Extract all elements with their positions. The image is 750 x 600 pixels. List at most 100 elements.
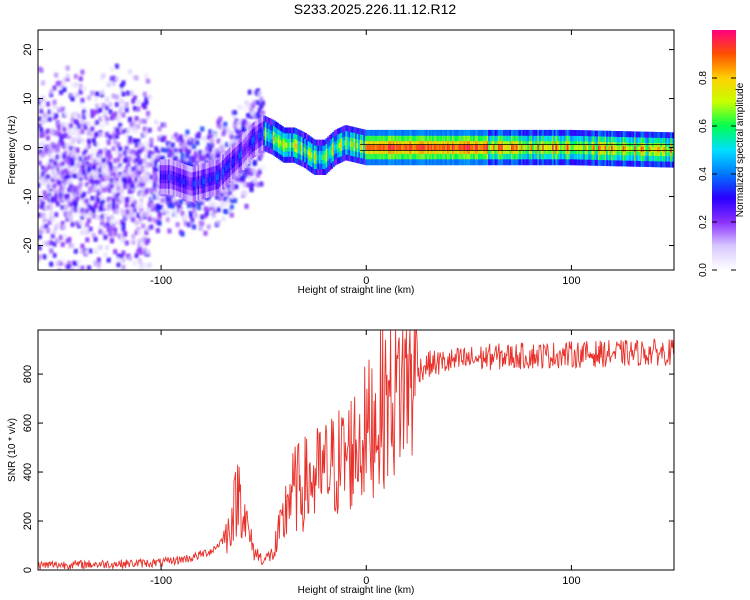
heatmap-cell [67,133,72,139]
heatmap-cell [420,144,424,151]
heatmap-cell [81,169,87,175]
heatmap-cell [91,208,97,214]
heatmap-cell [38,245,42,251]
heatmap-cell [565,144,568,151]
heatmap-cell [181,178,184,184]
heatmap-cell [101,73,106,79]
heatmap-cell [212,175,215,182]
heatmap-cell [111,202,116,208]
heatmap-cell [131,121,136,127]
heatmap-cell [497,144,501,151]
heatmap-cell [236,154,240,160]
heatmap-cell [178,148,183,154]
heatmap-cell [50,109,55,115]
heatmap-cell [190,155,195,161]
heatmap-cells [38,63,674,289]
heatmap-cell [561,144,565,151]
heatmap-cell [249,185,254,191]
heatmap-cell [68,145,74,151]
heatmap-cell [383,144,386,151]
heatmap-cell [410,144,414,151]
heatmap-cell [529,144,532,151]
heatmap-cell [606,145,609,152]
heatmap-cell [83,124,88,130]
heatmap-cell [170,203,175,209]
heatmap-cell [40,95,46,101]
heatmap-cell [116,128,121,134]
heatmap-cell [49,155,54,161]
heatmap-cell [164,174,168,180]
heatmap-cell [113,114,118,120]
heatmap-cell [108,154,113,160]
heatmap-cell [159,174,163,180]
heatmap-cell [338,142,342,149]
y-tick-label: 0 [22,144,34,150]
heatmap-cell [104,105,110,111]
heatmap-cell [147,207,152,213]
heatmap-cell [131,217,136,223]
heatmap-cell [108,102,113,108]
heatmap-cell [155,207,161,213]
heatmap-cell [169,174,173,180]
heatmap-cell [98,229,103,235]
heatmap-cell [65,170,70,176]
heatmap-cell [38,155,41,161]
heatmap-cell [232,159,235,165]
heatmap-cell [81,109,87,115]
heatmap-cell [201,154,206,160]
heatmap-cell [332,146,335,153]
heatmap-cell [209,176,212,183]
heatmap-cell [91,147,97,153]
heatmap-cell [90,90,95,96]
heatmap-cell [447,144,450,151]
heatmap-cell [68,131,74,137]
heatmap-cell [70,221,75,227]
heatmap-cell [634,146,637,152]
heatmap-cell [75,92,80,98]
heatmap-cell [137,246,142,252]
heatmap-cell [488,144,491,151]
heatmap-cell [221,131,226,137]
heatmap-cell [114,76,119,82]
heatmap-cell [118,108,123,114]
heatmap-cell [154,160,159,166]
heatmap-cell [111,187,116,193]
heatmap-cell [98,132,103,138]
heatmap-cell [93,236,98,242]
heatmap-cell [81,165,87,171]
heatmap-cell [103,222,108,228]
heatmap-cell [116,280,120,285]
heatmap-cell [60,174,65,180]
heatmap-cell [627,146,631,152]
heatmap-cell [247,167,252,173]
heatmap-cell [177,177,181,183]
heatmap-cell [68,202,74,208]
heatmap-cell [287,142,291,148]
heatmap-cell [668,147,672,153]
heatmap-cell [188,210,193,216]
heatmap-cell [98,149,103,155]
heatmap-cell [145,110,151,116]
heatmap-cell [38,169,42,175]
heatmap-cell [114,133,119,139]
heatmap-cell [86,95,92,101]
heatmap-cell [78,181,83,187]
heatmap-cell [620,146,624,152]
heatmap-cell [238,152,242,159]
heatmap-cell [243,147,247,154]
heatmap-cell [221,125,226,131]
heatmap-cell [57,131,62,137]
heatmap-cell [126,284,130,289]
snr-x-axis-label: Height of straight line (km) [298,585,415,596]
heatmap-cell [124,133,129,139]
heatmap-cell [134,142,139,148]
heatmap-cell [80,229,85,235]
heatmap-cell [132,138,138,144]
heatmap-cell [255,100,261,106]
heatmap-cell [209,205,215,211]
heatmap-cell [88,210,93,216]
heatmap-cell [121,195,126,201]
heatmap-cell [260,100,266,106]
heatmap-cell [172,209,177,215]
heatmap-cell [186,149,192,155]
